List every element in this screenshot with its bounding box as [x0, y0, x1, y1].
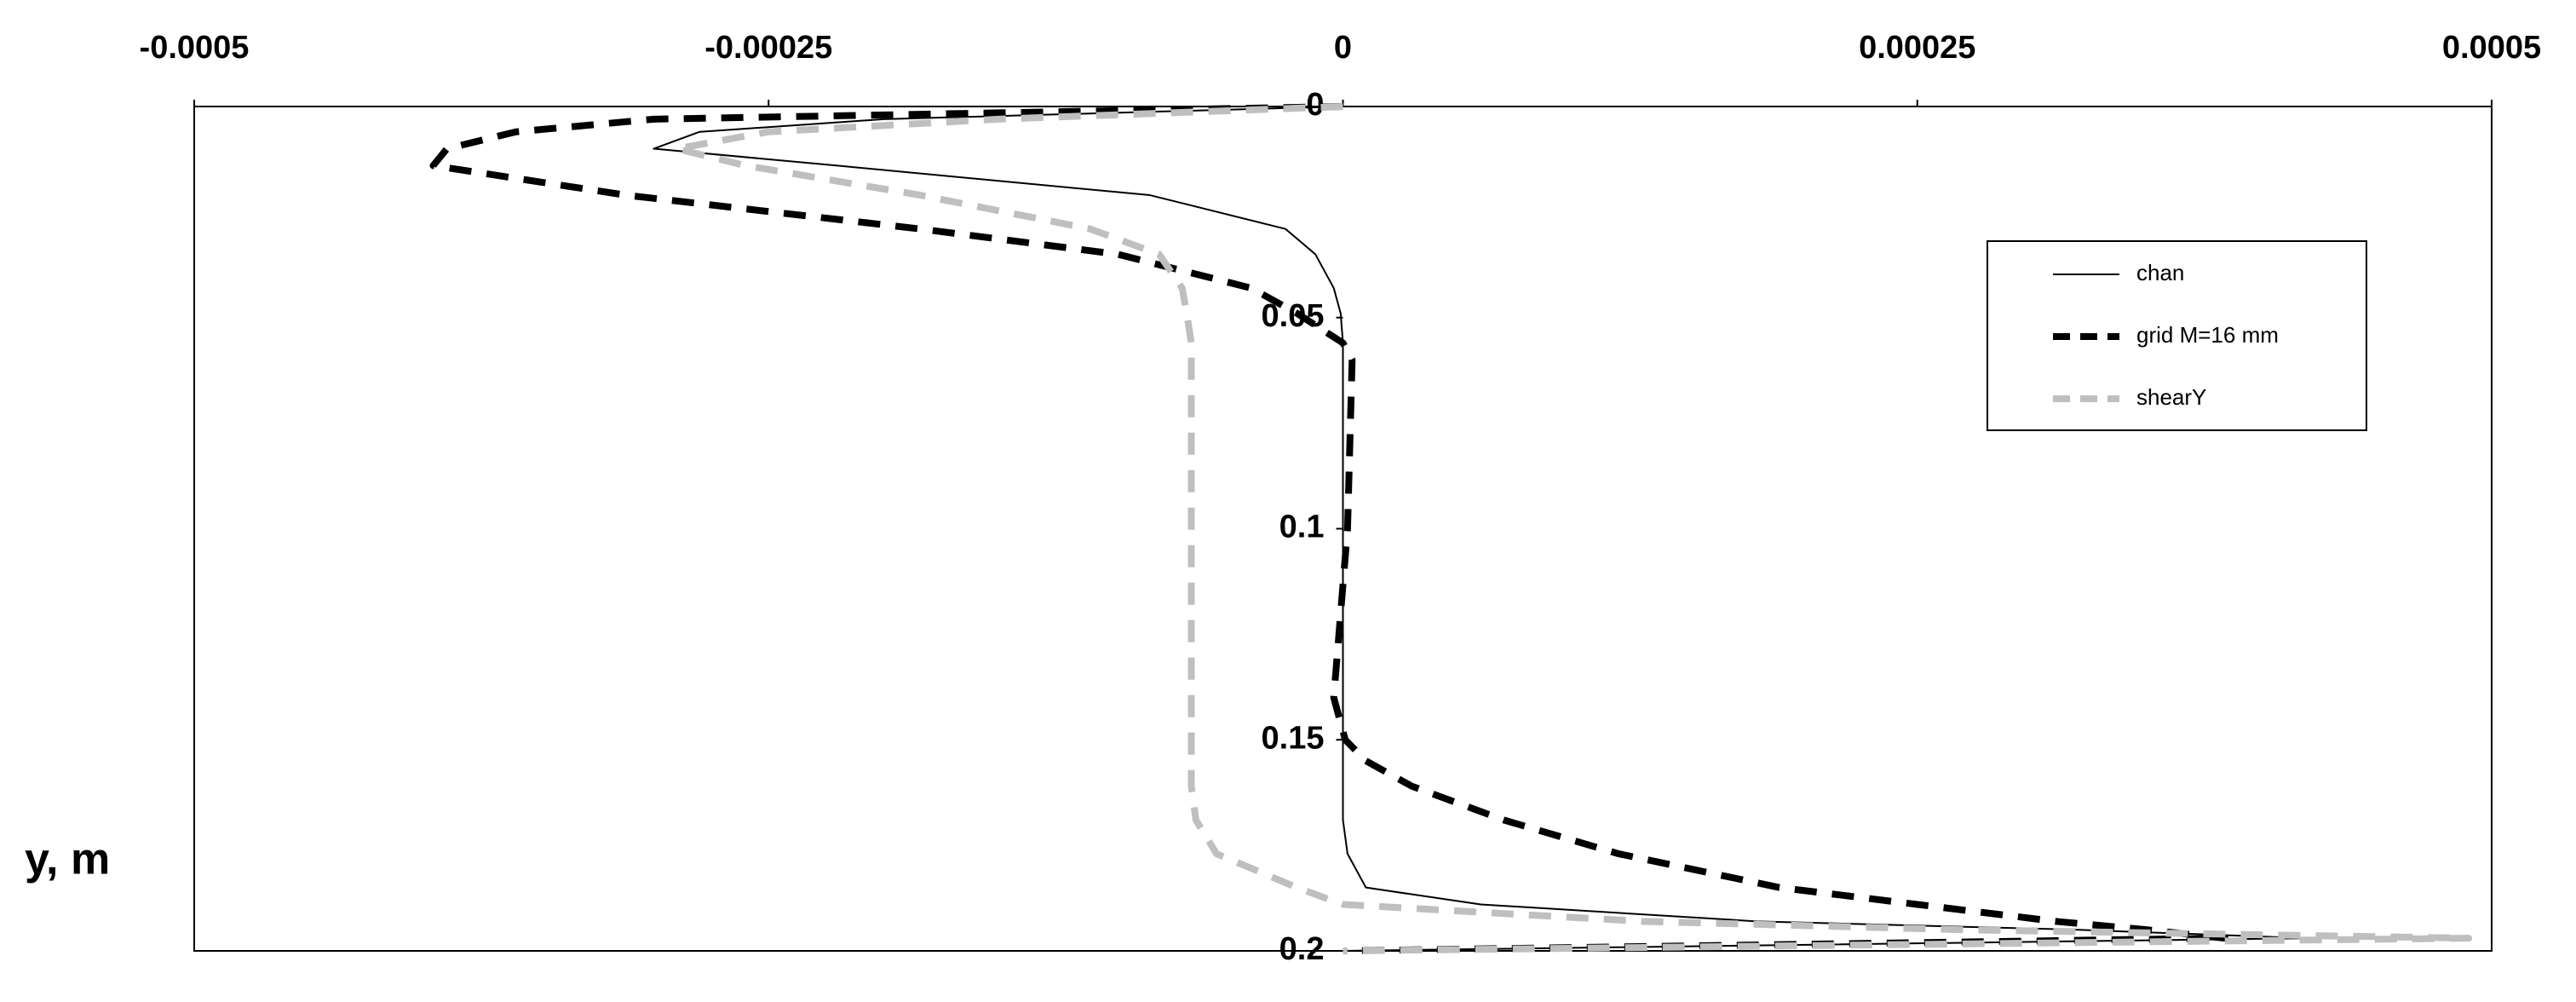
y-tick-label: 0.15	[1262, 720, 1325, 756]
y-tick-label: 0.2	[1279, 931, 1325, 967]
x-tick-label: 0.00025	[1859, 30, 1975, 66]
series-line	[653, 106, 2309, 952]
series-line	[673, 103, 2473, 954]
x-tick-label: 0.0005	[2442, 30, 2541, 66]
legend-label: shearY	[2136, 384, 2206, 410]
series-line	[429, 103, 2229, 954]
legend-label: grid M=16 mm	[2136, 322, 2279, 348]
x-tick-label: -0.00025	[704, 30, 832, 66]
y-axis-label: y, m	[25, 835, 110, 884]
legend-label: chan	[2136, 260, 2184, 285]
y-tick-label: 0	[1306, 87, 1324, 123]
legend-box	[1987, 240, 2367, 431]
x-tick-label: 0	[1334, 30, 1352, 66]
x-tick-label: -0.0005	[140, 30, 250, 66]
y-tick-label: 0.05	[1262, 298, 1325, 334]
y-tick-label: 0.1	[1279, 510, 1325, 545]
